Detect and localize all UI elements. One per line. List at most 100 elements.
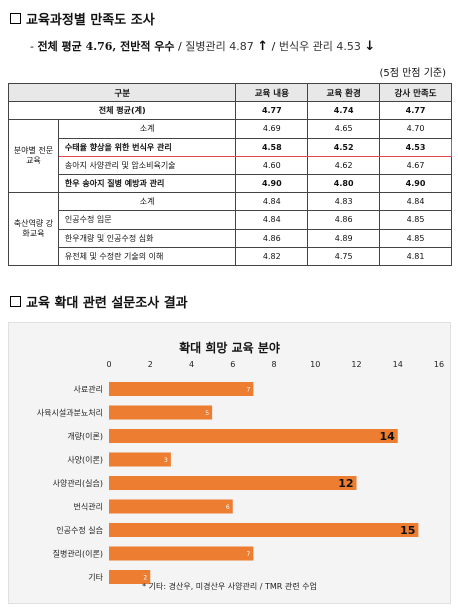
bar bbox=[109, 405, 213, 420]
x-tick-label: 8 bbox=[271, 360, 276, 369]
header-category: 구분 bbox=[7, 82, 237, 103]
table-row: 송아지 사양관리 및 암소비육기술 4.60 4.62 4.67 bbox=[9, 155, 452, 175]
header-content: 교육 내용 bbox=[235, 82, 309, 103]
bar bbox=[109, 570, 151, 584]
category-label: 사료관리 bbox=[74, 384, 103, 394]
bar bbox=[109, 523, 419, 537]
summary-item-disease: 질병관리 4.87 bbox=[185, 40, 254, 53]
data-label: 14 bbox=[379, 430, 395, 443]
row-label: 인공수정 입문 bbox=[57, 210, 237, 230]
category-label: 사육시설과분뇨처리 bbox=[37, 408, 103, 418]
table-row: 분야별 전문교육 소계 4.69 4.65 4.70 bbox=[8, 119, 452, 194]
cell-value: 4.82 bbox=[235, 246, 309, 266]
row-label: 전체 평균(계) bbox=[7, 101, 237, 121]
row-label: 소계 bbox=[57, 192, 237, 212]
table-row: 인공수정 입문 4.84 4.86 4.85 bbox=[9, 210, 452, 230]
chart-title: 확대 희망 교육 분야 bbox=[179, 341, 280, 355]
data-label: 6 bbox=[226, 504, 230, 511]
cell-value: 4.77 bbox=[235, 101, 309, 121]
table-header-row: 구분 교육 내용 교육 환경 강사 만족도 bbox=[7, 82, 452, 103]
table-row: 축산역량 강화교육 소계 4.84 4.83 4.84 bbox=[8, 192, 452, 266]
summary-bold-text: 전체 평균 4.76, 전반적 우수 bbox=[37, 40, 175, 53]
bar bbox=[109, 429, 398, 443]
data-label: 7 bbox=[247, 387, 251, 394]
cell-value: 4.65 bbox=[307, 119, 381, 139]
x-tick-label: 12 bbox=[351, 360, 361, 369]
category-label: 사양(이론) bbox=[67, 455, 103, 465]
bar-chart: 0 2 4 6 8 10 12 14 16 사료관리 7 사육시설과분뇨처리 5 개량(이론) 14 사양(이… bbox=[37, 360, 444, 584]
summary-sep: / bbox=[271, 40, 276, 53]
section-title-text: 교육 확대 관련 설문조사 결과 bbox=[26, 296, 188, 311]
category-label: 질병관리(이론) bbox=[53, 549, 103, 559]
data-label: 3 bbox=[164, 457, 168, 464]
category-label: 개량(이론) bbox=[67, 431, 103, 441]
cell-value: 4.69 bbox=[235, 119, 309, 139]
row-label: 소계 bbox=[57, 119, 237, 139]
summary-line: - 전체 평균 4.76, 전반적 우수 / 질병관리 4.87 ↑ / 번식우… bbox=[30, 38, 375, 54]
cell-value: 4.86 bbox=[235, 228, 309, 248]
data-label: 2 bbox=[143, 575, 147, 582]
row-label: 한우 송아지 질병 예방과 관리 bbox=[57, 173, 237, 194]
summary-item-breeding: 번식우 관리 4.53 bbox=[278, 40, 361, 53]
bar bbox=[109, 382, 254, 396]
checkbox-square-icon bbox=[10, 296, 21, 307]
cell-value: 4.58 bbox=[235, 137, 309, 157]
arrow-up-icon: ↑ bbox=[257, 39, 269, 54]
chart-footnote: * 기타: 경산우, 미경산우 사양관리 / TMR 관련 수업 bbox=[142, 582, 317, 591]
cell-value: 4.84 bbox=[235, 192, 309, 212]
cell-value: 4.80 bbox=[307, 173, 381, 194]
cell-value: 4.84 bbox=[235, 210, 309, 230]
scale-note: (5점 만점 기준) bbox=[379, 68, 446, 79]
cell-value: 4.77 bbox=[379, 101, 452, 121]
cell-value: 4.90 bbox=[235, 173, 309, 194]
bar bbox=[109, 452, 171, 467]
x-tick-label: 4 bbox=[189, 360, 194, 369]
group-label: 분야별 전문교육 bbox=[8, 119, 59, 194]
cell-value: 4.53 bbox=[379, 137, 452, 157]
cell-value: 4.74 bbox=[307, 101, 381, 121]
table-row-highlighted: 수태율 향상을 위한 번식우 관리 4.58 4.52 4.53 bbox=[9, 137, 452, 157]
section-title-text: 교육과정별 만족도 조사 bbox=[26, 13, 155, 28]
cell-value: 4.85 bbox=[379, 228, 452, 248]
category-label: 인공수정 실습 bbox=[56, 525, 103, 535]
cell-value: 4.83 bbox=[307, 192, 381, 212]
x-tick-label: 2 bbox=[148, 360, 153, 369]
cell-value: 4.90 bbox=[379, 173, 452, 194]
cell-value: 4.52 bbox=[307, 137, 381, 157]
cell-value: 4.67 bbox=[379, 155, 452, 175]
cell-value: 4.75 bbox=[307, 246, 381, 266]
table-row-average: 전체 평균(계) 4.77 4.74 4.77 bbox=[7, 101, 452, 121]
header-environment: 교육 환경 bbox=[307, 82, 381, 103]
header-instructor: 강사 만족도 bbox=[379, 82, 452, 103]
x-tick-label: 14 bbox=[393, 360, 403, 369]
data-label: 7 bbox=[247, 551, 251, 558]
bar bbox=[109, 499, 233, 514]
bar bbox=[109, 546, 254, 561]
table-row: 한우개량 및 인공수정 심화 4.86 4.89 4.85 bbox=[9, 228, 452, 248]
summary-dash: - bbox=[30, 40, 34, 53]
checkbox-square-icon bbox=[10, 13, 21, 24]
x-tick-label: 10 bbox=[310, 360, 320, 369]
satisfaction-table: 구분 교육 내용 교육 환경 강사 만족도 전체 평균(계) 4.77 4.74… bbox=[7, 82, 452, 266]
data-label: 15 bbox=[400, 524, 415, 537]
bar bbox=[109, 476, 357, 490]
data-label: 12 bbox=[338, 477, 353, 490]
row-label: 수태율 향상을 위한 번식우 관리 bbox=[57, 137, 237, 157]
cell-value: 4.62 bbox=[307, 155, 381, 175]
group-label: 축산역량 강화교육 bbox=[8, 192, 59, 266]
bar-chart-panel: 확대 희망 교육 분야 0 2 4 6 8 10 12 14 16 사료관리 7 사육시설과분뇨처리 5… bbox=[8, 322, 451, 604]
cell-value: 4.81 bbox=[379, 246, 452, 266]
data-label: 5 bbox=[205, 410, 209, 417]
category-label: 사양관리(실습) bbox=[53, 478, 103, 488]
category-label: 번식관리 bbox=[74, 502, 103, 512]
row-label: 유전체 및 수정란 기술의 이해 bbox=[57, 246, 237, 266]
row-label: 한우개량 및 인공수정 심화 bbox=[57, 228, 237, 248]
cell-value: 4.89 bbox=[307, 228, 381, 248]
section-title-satisfaction: 교육과정별 만족도 조사 bbox=[10, 9, 155, 28]
cell-value: 4.85 bbox=[379, 210, 452, 230]
cell-value: 4.86 bbox=[307, 210, 381, 230]
table-row: 유전체 및 수정란 기술의 이해 4.82 4.75 4.81 bbox=[9, 246, 452, 266]
cell-value: 4.60 bbox=[235, 155, 309, 175]
x-tick-label: 0 bbox=[106, 360, 111, 369]
row-label: 송아지 사양관리 및 암소비육기술 bbox=[57, 155, 237, 175]
